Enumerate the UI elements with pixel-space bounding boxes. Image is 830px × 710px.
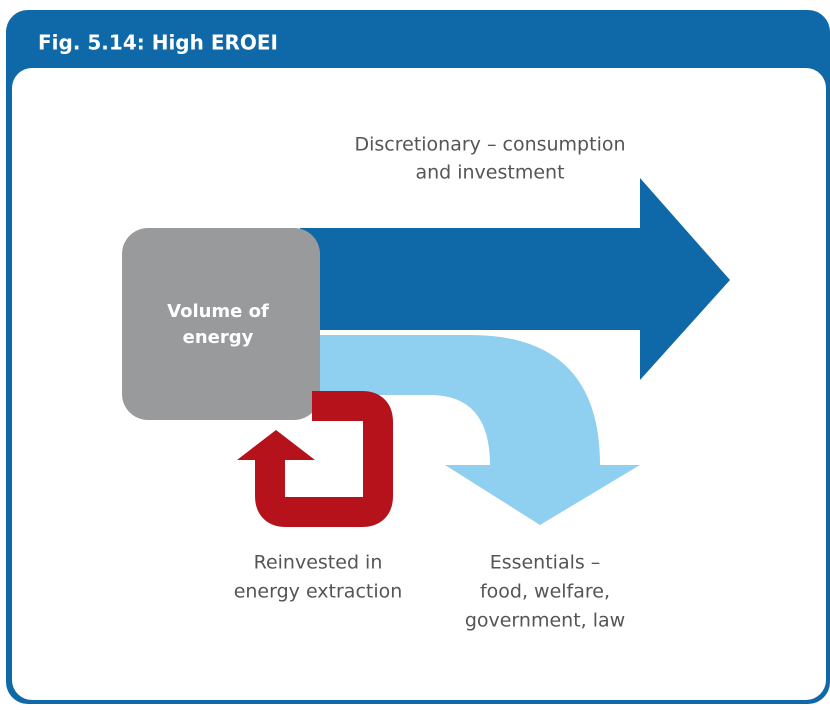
node-label: Reinvested in [254,552,383,574]
node-label: government, law [465,610,625,632]
reinvest-arrowhead [237,430,315,460]
node-label: food, welfare, [480,581,610,603]
labels: Volume of energy Discretionary – consumpti… [167,134,625,632]
title: Fig. 5.14: High EROEI [38,31,278,55]
energy-box [122,228,320,420]
node-label: energy extraction [234,581,403,603]
node-label: Essentials – [490,552,601,574]
node-label: and investment [415,162,564,184]
reinvest-loop [255,391,393,527]
node-label: Volume of [167,301,269,322]
discretionary-arrow [300,178,730,380]
node-label: Discretionary – consumption [354,134,625,156]
essentials-arrow [310,335,640,525]
node-label: energy [183,327,254,348]
